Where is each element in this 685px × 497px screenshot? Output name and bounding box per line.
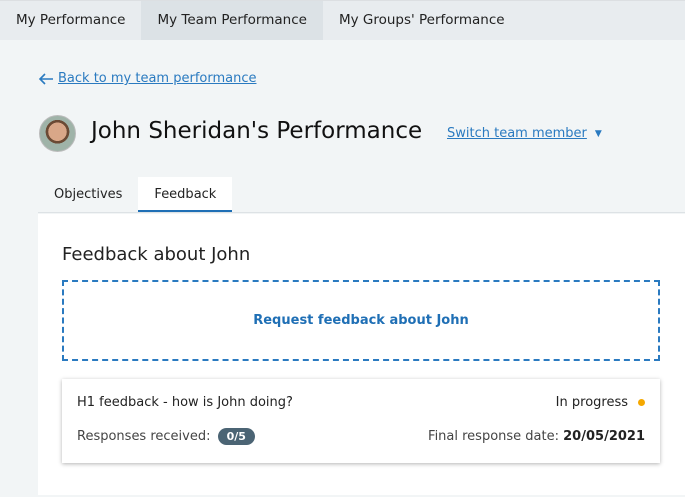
status: In progress: [556, 395, 645, 410]
status-dot-icon: [638, 399, 645, 406]
avatar: [39, 115, 76, 152]
back-link-label: Back to my team performance: [58, 71, 257, 86]
status-label: In progress: [555, 395, 628, 410]
request-feedback-label: Request feedback about John: [253, 313, 469, 328]
responses: Responses received: 0/5: [77, 428, 255, 445]
responses-label: Responses received:: [77, 429, 211, 444]
nav-my-groups-performance[interactable]: My Groups' Performance: [338, 12, 505, 28]
responses-badge: 0/5: [217, 428, 255, 445]
page-title: John Sheridan's Performance: [91, 118, 423, 144]
tab-objectives[interactable]: Objectives: [54, 187, 123, 202]
switch-team-member-dropdown[interactable]: Switch team member ▼: [447, 126, 602, 141]
caret-down-icon: ▼: [594, 128, 602, 139]
switch-team-member-label: Switch team member: [447, 126, 587, 141]
final-date-value: 20/05/2021: [563, 429, 645, 444]
final-date-label: Final response date:: [428, 429, 559, 444]
final-date: Final response date: 20/05/2021: [428, 429, 645, 444]
arrow-left-icon: [38, 72, 53, 85]
request-feedback-button[interactable]: Request feedback about John: [62, 280, 660, 361]
feedback-title: H1 feedback - how is John doing?: [77, 395, 293, 410]
feedback-heading: Feedback about John: [62, 244, 251, 265]
nav-my-performance[interactable]: My Performance: [16, 12, 126, 28]
tabs: Objectives Feedback: [38, 177, 685, 213]
back-link[interactable]: Back to my team performance: [38, 71, 256, 86]
nav-my-team-performance[interactable]: My Team Performance: [141, 1, 323, 40]
tab-feedback[interactable]: Feedback: [138, 177, 233, 212]
feedback-card[interactable]: H1 feedback - how is John doing? In prog…: [62, 379, 660, 463]
top-nav: My Performance My Team Performance My Gr…: [0, 0, 685, 40]
feedback-panel: Feedback about John Request feedback abo…: [38, 214, 685, 495]
